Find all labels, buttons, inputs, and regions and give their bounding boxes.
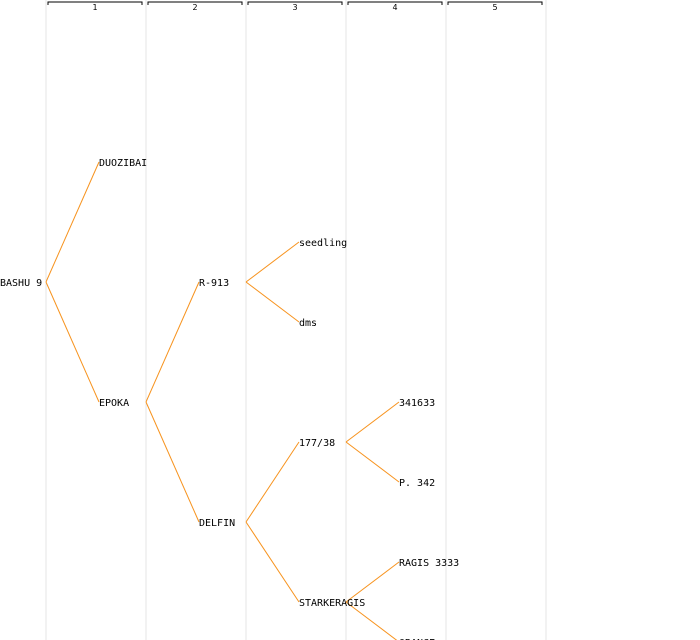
column-bracket <box>447 1 543 5</box>
node-label: P. 342 <box>399 478 435 489</box>
node-label: seedling <box>299 238 347 249</box>
node-label: BASHU 9 <box>0 278 42 289</box>
column-number: 4 <box>392 3 397 12</box>
tree-edge <box>345 601 398 640</box>
column-number: 2 <box>192 3 197 12</box>
column-bracket <box>147 1 243 5</box>
tree-labels: BASHU 9 DUOZIBAI EPOKA R-913 seedling dms DELF… <box>0 158 459 640</box>
tree-edge <box>145 401 200 523</box>
tree-edge <box>345 561 400 603</box>
node-label: RAGIS 3333 <box>399 558 459 569</box>
column-bracket <box>47 1 143 5</box>
tree-edges <box>45 161 400 640</box>
node-label: EPOKA <box>99 398 129 409</box>
tree-edge <box>45 161 100 283</box>
tree-edge <box>245 281 300 323</box>
node-label: DUOZIBAI <box>99 158 147 169</box>
column-number: 3 <box>292 3 297 12</box>
node-label: ORANGE <box>399 638 435 640</box>
column-number: 5 <box>492 3 497 12</box>
column-bracket <box>347 1 443 5</box>
tree-edge <box>345 441 400 483</box>
node-label: R-913 <box>199 278 229 289</box>
tree-edge <box>245 521 300 603</box>
column-bracket <box>247 1 343 5</box>
tree-edge <box>245 241 300 283</box>
node-label: STARKERAGIS <box>299 598 365 609</box>
tree-edge <box>345 401 400 443</box>
node-label: DELFIN <box>199 518 235 529</box>
column-headers: 1 2 3 4 5 <box>47 1 543 12</box>
column-number: 1 <box>92 3 97 12</box>
column-guides <box>45 0 547 640</box>
node-label: dms <box>299 318 317 329</box>
tree-edge <box>45 281 100 403</box>
node-label: 341633 <box>399 398 435 409</box>
tree-edge <box>145 281 200 403</box>
node-label: 177/38 <box>299 438 335 449</box>
tree-edge <box>245 441 300 523</box>
